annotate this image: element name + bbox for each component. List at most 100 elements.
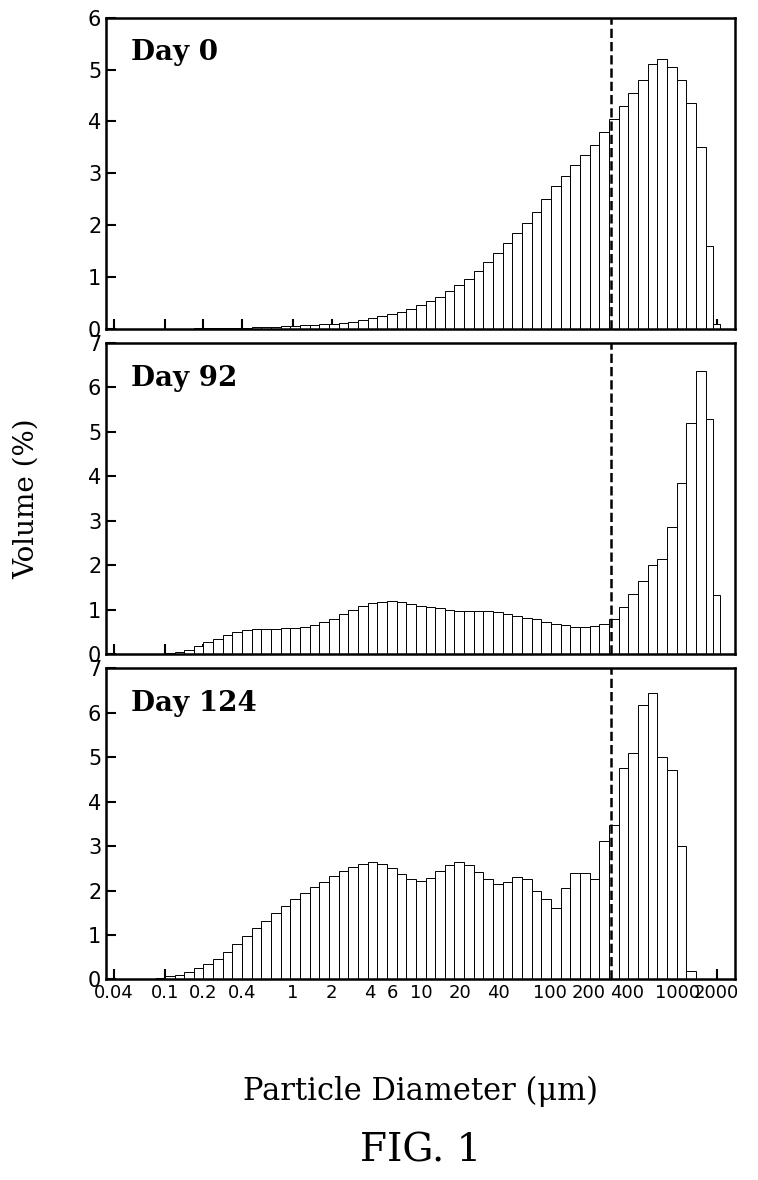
Bar <box>445 610 454 654</box>
Bar <box>174 975 184 979</box>
Bar <box>686 971 696 979</box>
Bar <box>358 320 368 329</box>
Bar <box>368 319 377 329</box>
Bar <box>329 618 339 654</box>
Bar <box>252 327 262 329</box>
Bar <box>348 867 358 979</box>
Bar <box>677 483 686 654</box>
Bar <box>600 840 609 979</box>
Bar <box>396 873 406 979</box>
Bar <box>242 630 252 654</box>
Bar <box>368 861 377 979</box>
Bar <box>464 611 474 654</box>
Bar <box>686 422 696 654</box>
Bar <box>271 629 280 654</box>
Bar <box>657 59 667 329</box>
Bar <box>657 558 667 654</box>
Bar <box>600 132 609 329</box>
Bar <box>262 327 271 329</box>
Bar <box>155 977 165 979</box>
Bar <box>706 245 713 329</box>
Bar <box>512 232 522 329</box>
Bar <box>580 873 590 979</box>
Bar <box>638 704 647 979</box>
Bar <box>252 629 262 654</box>
Bar <box>233 944 242 979</box>
Bar <box>713 596 719 654</box>
Bar <box>339 322 348 329</box>
Bar <box>262 920 271 979</box>
Bar <box>339 871 348 979</box>
Bar <box>310 324 319 329</box>
Bar <box>696 371 706 654</box>
Bar <box>416 306 425 329</box>
Bar <box>484 611 493 654</box>
Bar <box>493 612 503 654</box>
Bar <box>223 636 233 654</box>
Bar <box>377 316 387 329</box>
Bar <box>619 608 628 654</box>
Bar <box>280 628 290 654</box>
Bar <box>358 607 368 654</box>
Bar <box>329 877 339 979</box>
Bar <box>377 602 387 654</box>
Bar <box>706 419 713 654</box>
Text: Volume (%): Volume (%) <box>13 418 40 579</box>
Bar <box>532 620 541 654</box>
Bar <box>300 628 310 654</box>
Bar <box>406 604 416 654</box>
Bar <box>541 199 551 329</box>
Bar <box>435 609 445 654</box>
Bar <box>387 868 396 979</box>
Bar <box>339 614 348 654</box>
Bar <box>425 878 435 979</box>
Bar <box>184 972 194 979</box>
Bar <box>638 581 647 654</box>
Bar <box>647 65 657 329</box>
Bar <box>570 627 580 654</box>
Bar <box>600 624 609 654</box>
Bar <box>242 936 252 979</box>
Bar <box>484 879 493 979</box>
Bar <box>368 603 377 654</box>
Bar <box>512 877 522 979</box>
Bar <box>522 879 532 979</box>
Bar <box>522 223 532 329</box>
Bar <box>435 296 445 329</box>
Bar <box>609 119 619 329</box>
Text: Particle Diameter (μm): Particle Diameter (μm) <box>243 1076 598 1107</box>
Bar <box>522 617 532 654</box>
Bar <box>203 642 213 654</box>
Bar <box>252 929 262 979</box>
Bar <box>425 608 435 654</box>
Bar <box>696 148 706 329</box>
Bar <box>628 93 638 329</box>
Bar <box>561 625 570 654</box>
Bar <box>647 565 657 654</box>
Bar <box>493 253 503 329</box>
Bar <box>445 865 454 979</box>
Bar <box>628 594 638 654</box>
Bar <box>551 624 561 654</box>
Text: Day 124: Day 124 <box>131 690 257 717</box>
Bar <box>677 846 686 979</box>
Bar <box>203 964 213 979</box>
Bar <box>667 67 677 329</box>
Bar <box>416 607 425 654</box>
Bar <box>358 864 368 979</box>
Bar <box>290 326 300 329</box>
Bar <box>445 291 454 329</box>
Bar <box>174 651 184 654</box>
Text: FIG. 1: FIG. 1 <box>360 1132 481 1169</box>
Bar <box>271 327 280 329</box>
Bar <box>348 610 358 654</box>
Bar <box>213 638 223 654</box>
Bar <box>474 270 484 329</box>
Bar <box>561 889 570 979</box>
Bar <box>503 614 512 654</box>
Bar <box>541 622 551 654</box>
Bar <box>493 884 503 979</box>
Bar <box>454 286 464 329</box>
Bar <box>406 309 416 329</box>
Bar <box>713 323 719 329</box>
